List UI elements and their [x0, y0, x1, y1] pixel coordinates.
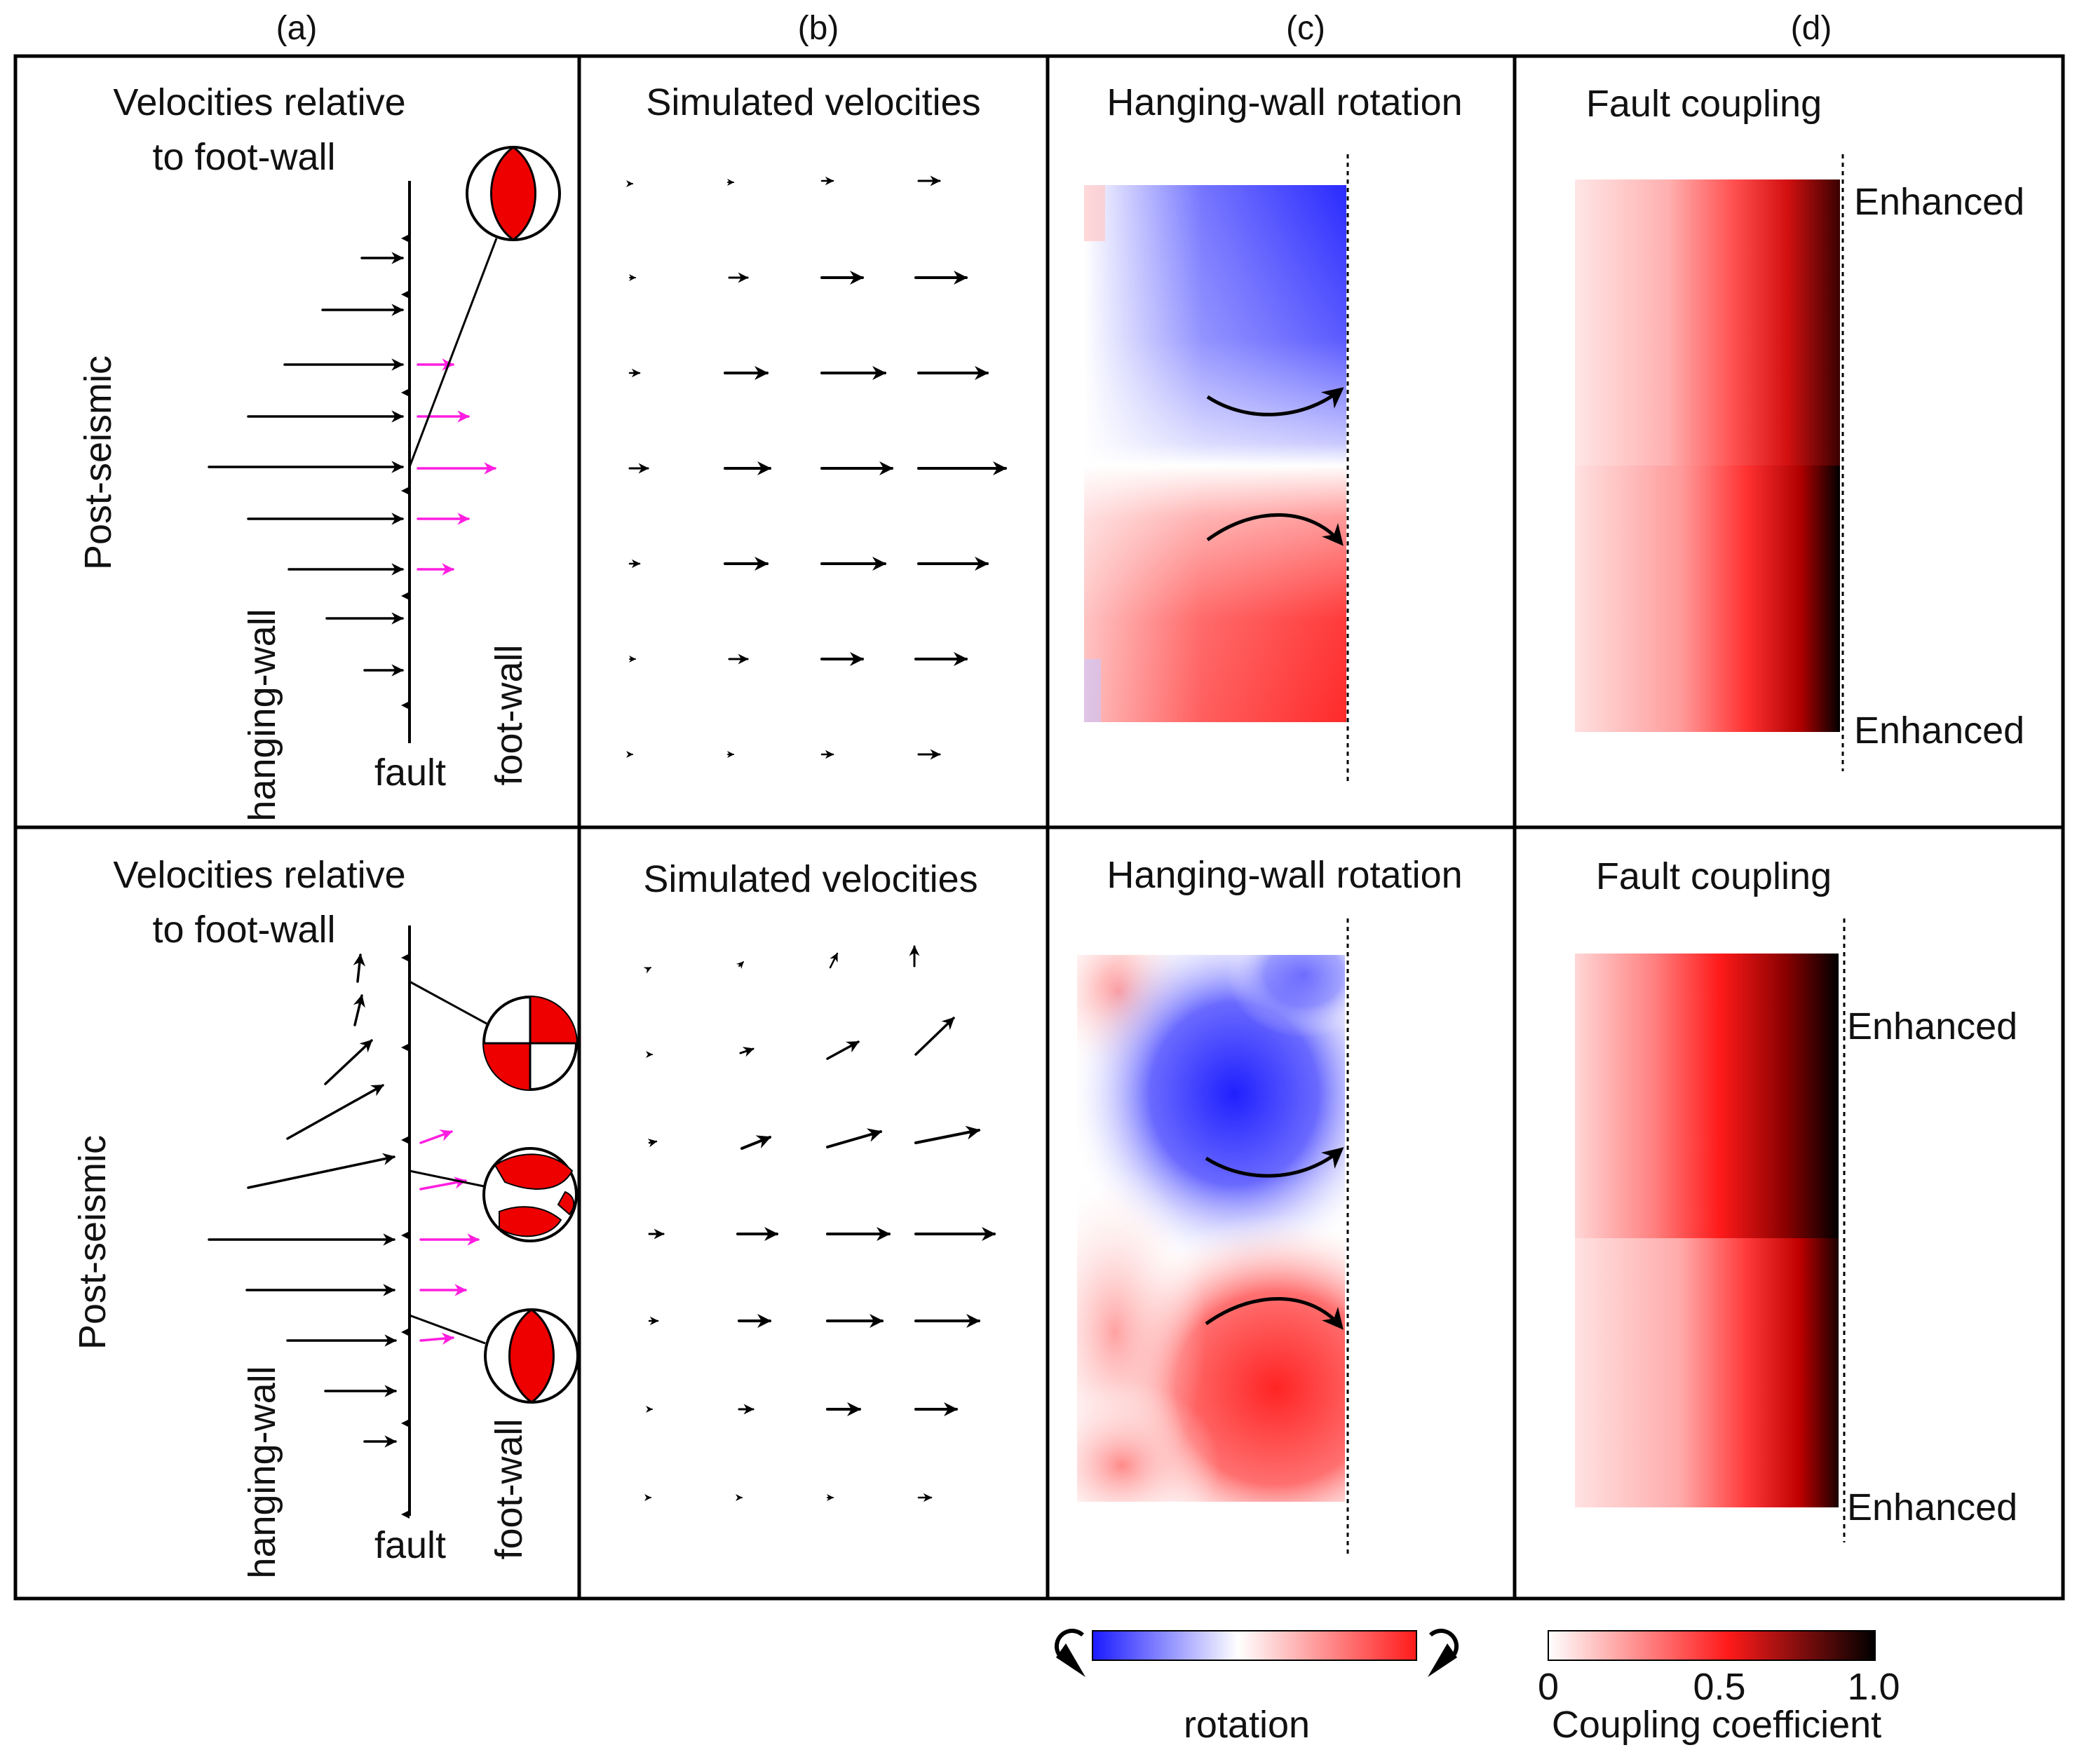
beachball-leader: [408, 238, 498, 468]
hanging-wall-label-bottom: hanging-wall: [241, 1366, 283, 1578]
panel-a-top-title-2: to foot-wall: [152, 136, 335, 178]
enhanced-label-bottom-1: Enhanced: [1847, 1005, 2017, 1047]
panel-c-top: Hanging-wall rotation: [1084, 81, 1463, 784]
rotation-colorbar: [1092, 1630, 1417, 1661]
row-label-bottom: Post-seismic: [72, 1135, 114, 1350]
panel-c-top-title: Hanging-wall rotation: [1107, 81, 1462, 123]
foot-wall-label-bottom: foot-wall: [488, 1418, 530, 1559]
panel-b-bottom: Simulated velocities: [643, 858, 996, 1502]
panel-grid: [13, 54, 2065, 1601]
beachball-leaders-bottom: [409, 980, 487, 1345]
row-label-top: Post-seismic: [77, 355, 119, 570]
beachball-thrust-icon: [466, 146, 561, 241]
panel-b-top: Simulated velocities: [626, 81, 1007, 760]
coupling-map-bottom-lower: [1575, 1238, 1839, 1507]
hanging-wall-label: hanging-wall: [241, 609, 283, 821]
rotation-legend-label: rotation: [1184, 1704, 1310, 1746]
column-label-a: (a): [276, 10, 318, 47]
fault-ticks: [401, 234, 410, 710]
panel-d-top: Fault coupling Enhanced Enhanced: [1575, 83, 2024, 771]
enhanced-label-bottom-2: Enhanced: [1847, 1486, 2017, 1528]
fault-label-bottom: fault: [374, 1524, 446, 1566]
panel-a-top: Velocities relative to foot-wall Post-se…: [77, 81, 561, 822]
coupling-map-bottom-upper: [1575, 954, 1839, 1238]
panel-a-bottom-title-2: to foot-wall: [152, 909, 335, 951]
panel-d-bottom: Fault coupling Enhanced Enhanced: [1575, 855, 2017, 1542]
coupling-colorbar: [1548, 1630, 1876, 1661]
column-label-c: (c): [1286, 10, 1325, 47]
panel-a-bottom: Velocities relative to foot-wall Post-se…: [72, 854, 579, 1579]
fault-black-arrows-bottom: [208, 954, 397, 1448]
ccw-rotation-icon: [1054, 1629, 1085, 1677]
beachball-thrust-bottom-icon: [484, 1308, 579, 1404]
simulated-arrows-top: [626, 175, 1007, 760]
panel-a-top-title-1: Velocities relative: [113, 81, 405, 123]
beachball-oblique-icon: [482, 1147, 578, 1242]
panel-a-bottom-title-1: Velocities relative: [113, 854, 405, 896]
cw-rotation-icon: [1428, 1629, 1459, 1677]
panel-d-bottom-title: Fault coupling: [1596, 855, 1832, 897]
fault-magenta-arrows-bottom: [419, 1129, 480, 1345]
enhanced-label-top-2: Enhanced: [1854, 710, 2024, 752]
fault-ticks-bottom: [401, 954, 410, 1519]
rotation-map-top: [1084, 185, 1346, 722]
panel-c-bottom-title: Hanging-wall rotation: [1107, 854, 1462, 896]
panel-c-bottom: Hanging-wall rotation: [1077, 854, 1463, 1555]
panel-b-bottom-title: Simulated velocities: [643, 858, 977, 900]
rotation-map-bottom: [1077, 955, 1345, 1502]
foot-wall-label: foot-wall: [488, 644, 530, 785]
fault-magenta-arrows: [417, 358, 496, 576]
coupling-tick-0: 0: [1538, 1666, 1559, 1708]
rotation-arrow-cw-bottom: [1205, 1297, 1344, 1330]
coupling-legend: 0 0.5 1.0 Coupling coefficient: [1538, 1630, 1900, 1746]
beachball-strike-slip-icon: [482, 996, 578, 1091]
rotation-legend: rotation: [1054, 1629, 1459, 1746]
rotation-arrow-ccw: [1206, 387, 1344, 416]
coupling-tick-05: 0.5: [1693, 1666, 1745, 1708]
simulated-arrows-bottom: [643, 945, 996, 1502]
fault-label: fault: [374, 752, 446, 794]
panel-b-top-title: Simulated velocities: [646, 81, 980, 123]
fault-black-arrows: [208, 252, 404, 677]
coupling-map-top-lower: [1575, 466, 1840, 732]
panel-d-top-title: Fault coupling: [1586, 83, 1822, 125]
column-label-d: (d): [1791, 10, 1832, 47]
column-label-b: (b): [798, 10, 839, 47]
coupling-legend-label: Coupling coefficient: [1552, 1704, 1881, 1746]
rotation-arrow-cw: [1206, 513, 1344, 546]
enhanced-label-top-1: Enhanced: [1854, 181, 2024, 223]
rotation-arrow-ccw-bottom: [1205, 1147, 1344, 1178]
coupling-map-top-upper: [1575, 179, 1840, 466]
coupling-tick-1: 1.0: [1847, 1666, 1900, 1708]
